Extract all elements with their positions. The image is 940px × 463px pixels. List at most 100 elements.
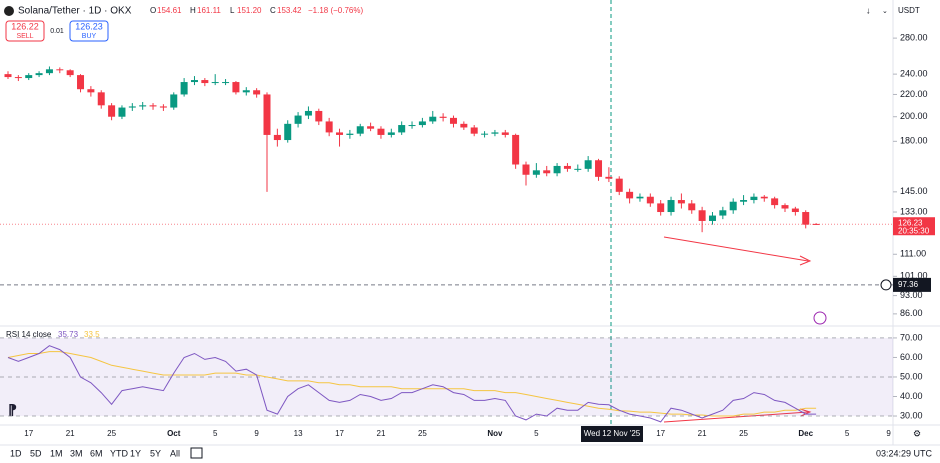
candle-body [149,105,157,107]
candle-body [242,90,250,93]
rsi-line [7,345,817,423]
ohlc-key: O [150,6,156,15]
x-tick-label: 5 [845,429,850,438]
candle-body [128,106,136,108]
event-icon[interactable] [813,311,827,325]
crosshair-tag [581,426,643,442]
tv-logo: ⁋ [8,402,17,418]
candle-body [771,198,779,206]
y-tick-label: 180.00 [900,136,928,146]
candle-body [97,92,105,106]
candle-body [615,178,623,192]
candle-body [657,203,665,213]
currency[interactable]: USDT [898,6,920,15]
candle-body [35,73,43,76]
ohlc-value: 161.11 [197,6,221,15]
scroll-down-icon[interactable]: ↓ [866,5,871,15]
candle-body [708,215,716,221]
candle-body [408,125,416,127]
candle-body [449,117,457,124]
candle-body [284,123,292,141]
x-tick-label: 21 [698,429,707,438]
buy-label: BUY [82,33,97,40]
y-tick-label: 86.00 [900,308,923,318]
x-tick-label: 9 [886,429,891,438]
range-button[interactable]: 3M [70,448,83,458]
candle-body [304,110,312,116]
alert-icon[interactable] [880,279,892,291]
y-tick-label: 30.00 [900,410,923,420]
range-button[interactable]: 6M [90,448,103,458]
candle-body [574,168,582,170]
candle-body [418,121,426,126]
candle-body [781,205,789,209]
ohlc-value: 151.20 [237,6,262,15]
candle-body [791,208,799,213]
ohlc-key: C [270,6,276,15]
candle-body [77,75,85,90]
candle-body [325,121,333,133]
candle-body [626,191,634,199]
range-button[interactable]: All [170,448,180,458]
candle-body [470,127,478,134]
range-button[interactable]: 1M [50,448,63,458]
candle-body [273,134,281,141]
trend-line[interactable] [663,411,809,423]
buy-button[interactable] [69,20,109,42]
y-tick-label: 220.00 [900,89,928,99]
candle-body [439,116,447,118]
ohlc-key: H [190,6,196,15]
x-tick-label: 13 [294,429,303,438]
candle-body [512,134,520,165]
candle-body [4,74,12,78]
candle-body [760,196,768,199]
candle-body [646,196,654,204]
candle-body [201,80,209,84]
candle-body [501,132,509,135]
range-button[interactable]: 1Y [130,448,141,458]
range-button[interactable]: 5D [30,448,42,458]
sell-price: 126.22 [11,21,39,31]
range-button[interactable]: 5Y [150,448,161,458]
x-tick-label: 9 [254,429,259,438]
candle-body [87,89,95,93]
candle-body [729,201,737,211]
range-button[interactable]: 1D [10,448,22,458]
candle-body [263,94,271,135]
y-tick-label: 240.00 [900,69,928,79]
arrow-head [799,255,812,266]
candle-body [56,69,64,71]
last-price-label: 126.23 [898,218,923,227]
candle-body [802,212,810,225]
countdown: 20:35:30 [898,226,930,235]
candle-body [532,170,540,175]
candle-body [356,126,364,134]
x-tick-label: 17 [335,429,344,438]
candle-body [522,164,530,175]
x-tick-label: Dec [798,429,813,438]
y-tick-label: 40.00 [900,391,923,401]
sell-button[interactable] [5,20,45,42]
candle-body [491,132,499,134]
trend-line[interactable] [663,236,809,262]
candle-body [232,82,240,93]
calendar-icon[interactable] [190,447,203,459]
candle-body [677,200,685,204]
candle-body [398,125,406,133]
settings-icon[interactable]: ⚙ [913,428,921,438]
y-tick-label: 111.00 [900,249,926,259]
clock: 03:24:29 UTC [876,448,933,458]
candle-body [719,210,727,216]
dropdown-icon[interactable]: ⌄ [882,8,888,15]
candle-body [222,82,230,84]
sell-label: SELL [16,33,33,40]
x-tick-label: 21 [66,429,75,438]
rsi-legend-value: 33.5 [84,330,100,339]
candle-body [190,80,198,83]
rsi-legend-value: 35.73 [58,330,79,339]
range-button[interactable]: YTD [110,448,129,458]
ohlc-change: −1.18 (−0.76%) [308,6,363,15]
y-tick-label: 280.00 [900,32,928,42]
candle-body [108,105,116,117]
